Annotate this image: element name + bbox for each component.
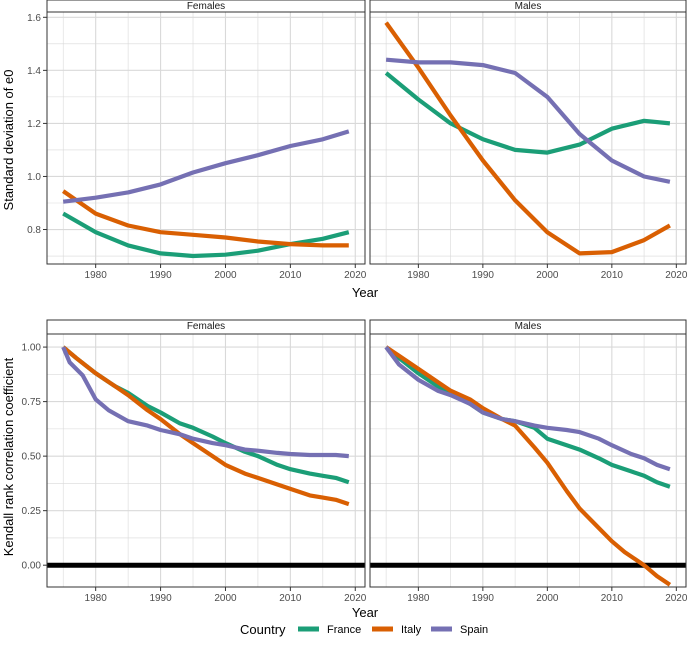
- panel-kendall-males-x-tick-label-0: 1980: [407, 593, 430, 604]
- panel-sd-males-border: [369, 11, 687, 265]
- panel-kendall-males: Males 1980 1990 2000 2010 2020: [369, 319, 688, 604]
- legend-label-france: France: [327, 624, 361, 636]
- panel-sd-females-line-spain: [62, 129, 350, 204]
- panel-kendall-males-strip-label: Males: [515, 321, 542, 332]
- panel-sd-males-x-tick-label-1: 1990: [472, 270, 495, 281]
- panel-sd-females-x-tick-label-3: 2010: [279, 270, 302, 281]
- panel-sd-males-x-tick-label-2: 2000: [536, 270, 559, 281]
- panel-kendall-females: Females 1980 1990 2000 2010 2020 0.00 0.25 0.50 0…: [22, 319, 367, 604]
- panel-kendall-females-x-tick-label-4: 2020: [344, 593, 367, 604]
- panel-kendall-males-x-tick-label-4: 2020: [665, 593, 688, 604]
- panel-kendall-females-strip-label: Females: [187, 321, 225, 332]
- panel-kendall-females-x-tick-label-0: 1980: [85, 593, 108, 604]
- panel-sd-females-line-italy: [62, 189, 349, 248]
- panel-sd-males-x-tick-label-0: 1980: [407, 270, 430, 281]
- x-axis-title-top: Year: [352, 285, 379, 300]
- panel-sd-females-x-tick-label-4: 2020: [344, 270, 367, 281]
- panel-sd-females-strip-label: Females: [187, 1, 225, 12]
- panel-sd-females-y-tick-label-0: 0.8: [27, 225, 41, 236]
- panel-kendall-females-y-tick-label-3: 0.75: [22, 397, 42, 408]
- legend-title: Country: [240, 622, 286, 637]
- panel-kendall-males-line-italy: [384, 345, 672, 587]
- panel-sd-males-background: [370, 12, 686, 264]
- panel-sd-females-background: [47, 12, 365, 264]
- x-axis-title-bottom: Year: [352, 605, 379, 620]
- y-axis-title-top: Standard deviation of e0: [1, 70, 16, 211]
- panel-kendall-females-x-tick-label-2: 2000: [214, 593, 237, 604]
- panel-sd-females-border: [46, 11, 366, 265]
- panel-sd-females-x-tick-label-0: 1980: [85, 270, 108, 281]
- panel-sd-males-x-tick-label-4: 2020: [665, 270, 688, 281]
- panel-sd-males-line-france: [384, 71, 671, 155]
- panel-kendall-females-y-tick-label-2: 0.50: [22, 452, 42, 463]
- panel-kendall-males-x-tick-label-2: 2000: [536, 593, 559, 604]
- panel-kendall-females-y-tick-label-0: 0.00: [22, 561, 42, 572]
- panel-sd-females-y-tick-label-1: 1.0: [27, 172, 41, 183]
- y-axis-title-bottom: Kendall rank correlation coefficient: [1, 357, 16, 556]
- panel-kendall-males-x-tick-label-3: 2010: [601, 593, 624, 604]
- panel-sd-females-x-tick-label-1: 1990: [149, 270, 172, 281]
- panel-sd-males-strip-label: Males: [515, 1, 542, 12]
- panel-kendall-females-line-spain: [61, 346, 349, 459]
- panel-kendall-males-x-tick-label-1: 1990: [472, 593, 495, 604]
- panel-sd-males-line-spain: [385, 57, 671, 184]
- panel-sd-males-x-tick-label-3: 2010: [601, 270, 624, 281]
- legend-label-spain: Spain: [460, 624, 488, 636]
- panel-sd-females-y-tick-label-2: 1.2: [27, 119, 41, 130]
- panel-kendall-females-y-tick-label-1: 0.25: [22, 506, 42, 517]
- panel-kendall-males-line-spain: [384, 345, 671, 472]
- panel-kendall-females-x-tick-label-1: 1990: [149, 593, 172, 604]
- panel-kendall-males-line-france: [384, 345, 671, 489]
- panel-sd-females-x-tick-label-2: 2000: [214, 270, 237, 281]
- legend: Country France Italy Spain: [240, 622, 488, 637]
- panel-kendall-females-x-tick-label-3: 2010: [279, 593, 302, 604]
- legend-label-italy: Italy: [401, 624, 422, 636]
- panel-kendall-females-y-tick-label-4: 1.00: [22, 343, 42, 354]
- panel-sd-females: Females 1980 1990 2000 2010 2020 0.8 1.0 1.2 1.4 1…: [27, 0, 367, 281]
- panel-kendall-females-border: [46, 333, 366, 588]
- panel-sd-males-line-italy: [384, 21, 671, 256]
- panel-sd-females-y-tick-label-4: 1.6: [27, 13, 41, 24]
- panel-kendall-males-border: [369, 333, 687, 588]
- panel-kendall-females-line-italy: [61, 345, 350, 507]
- panel-sd-females-y-tick-label-3: 1.4: [27, 66, 41, 77]
- panel-sd-females-line-france: [62, 211, 350, 259]
- panel-sd-males: Males 1980 1990 2000 2010 2020: [369, 0, 688, 281]
